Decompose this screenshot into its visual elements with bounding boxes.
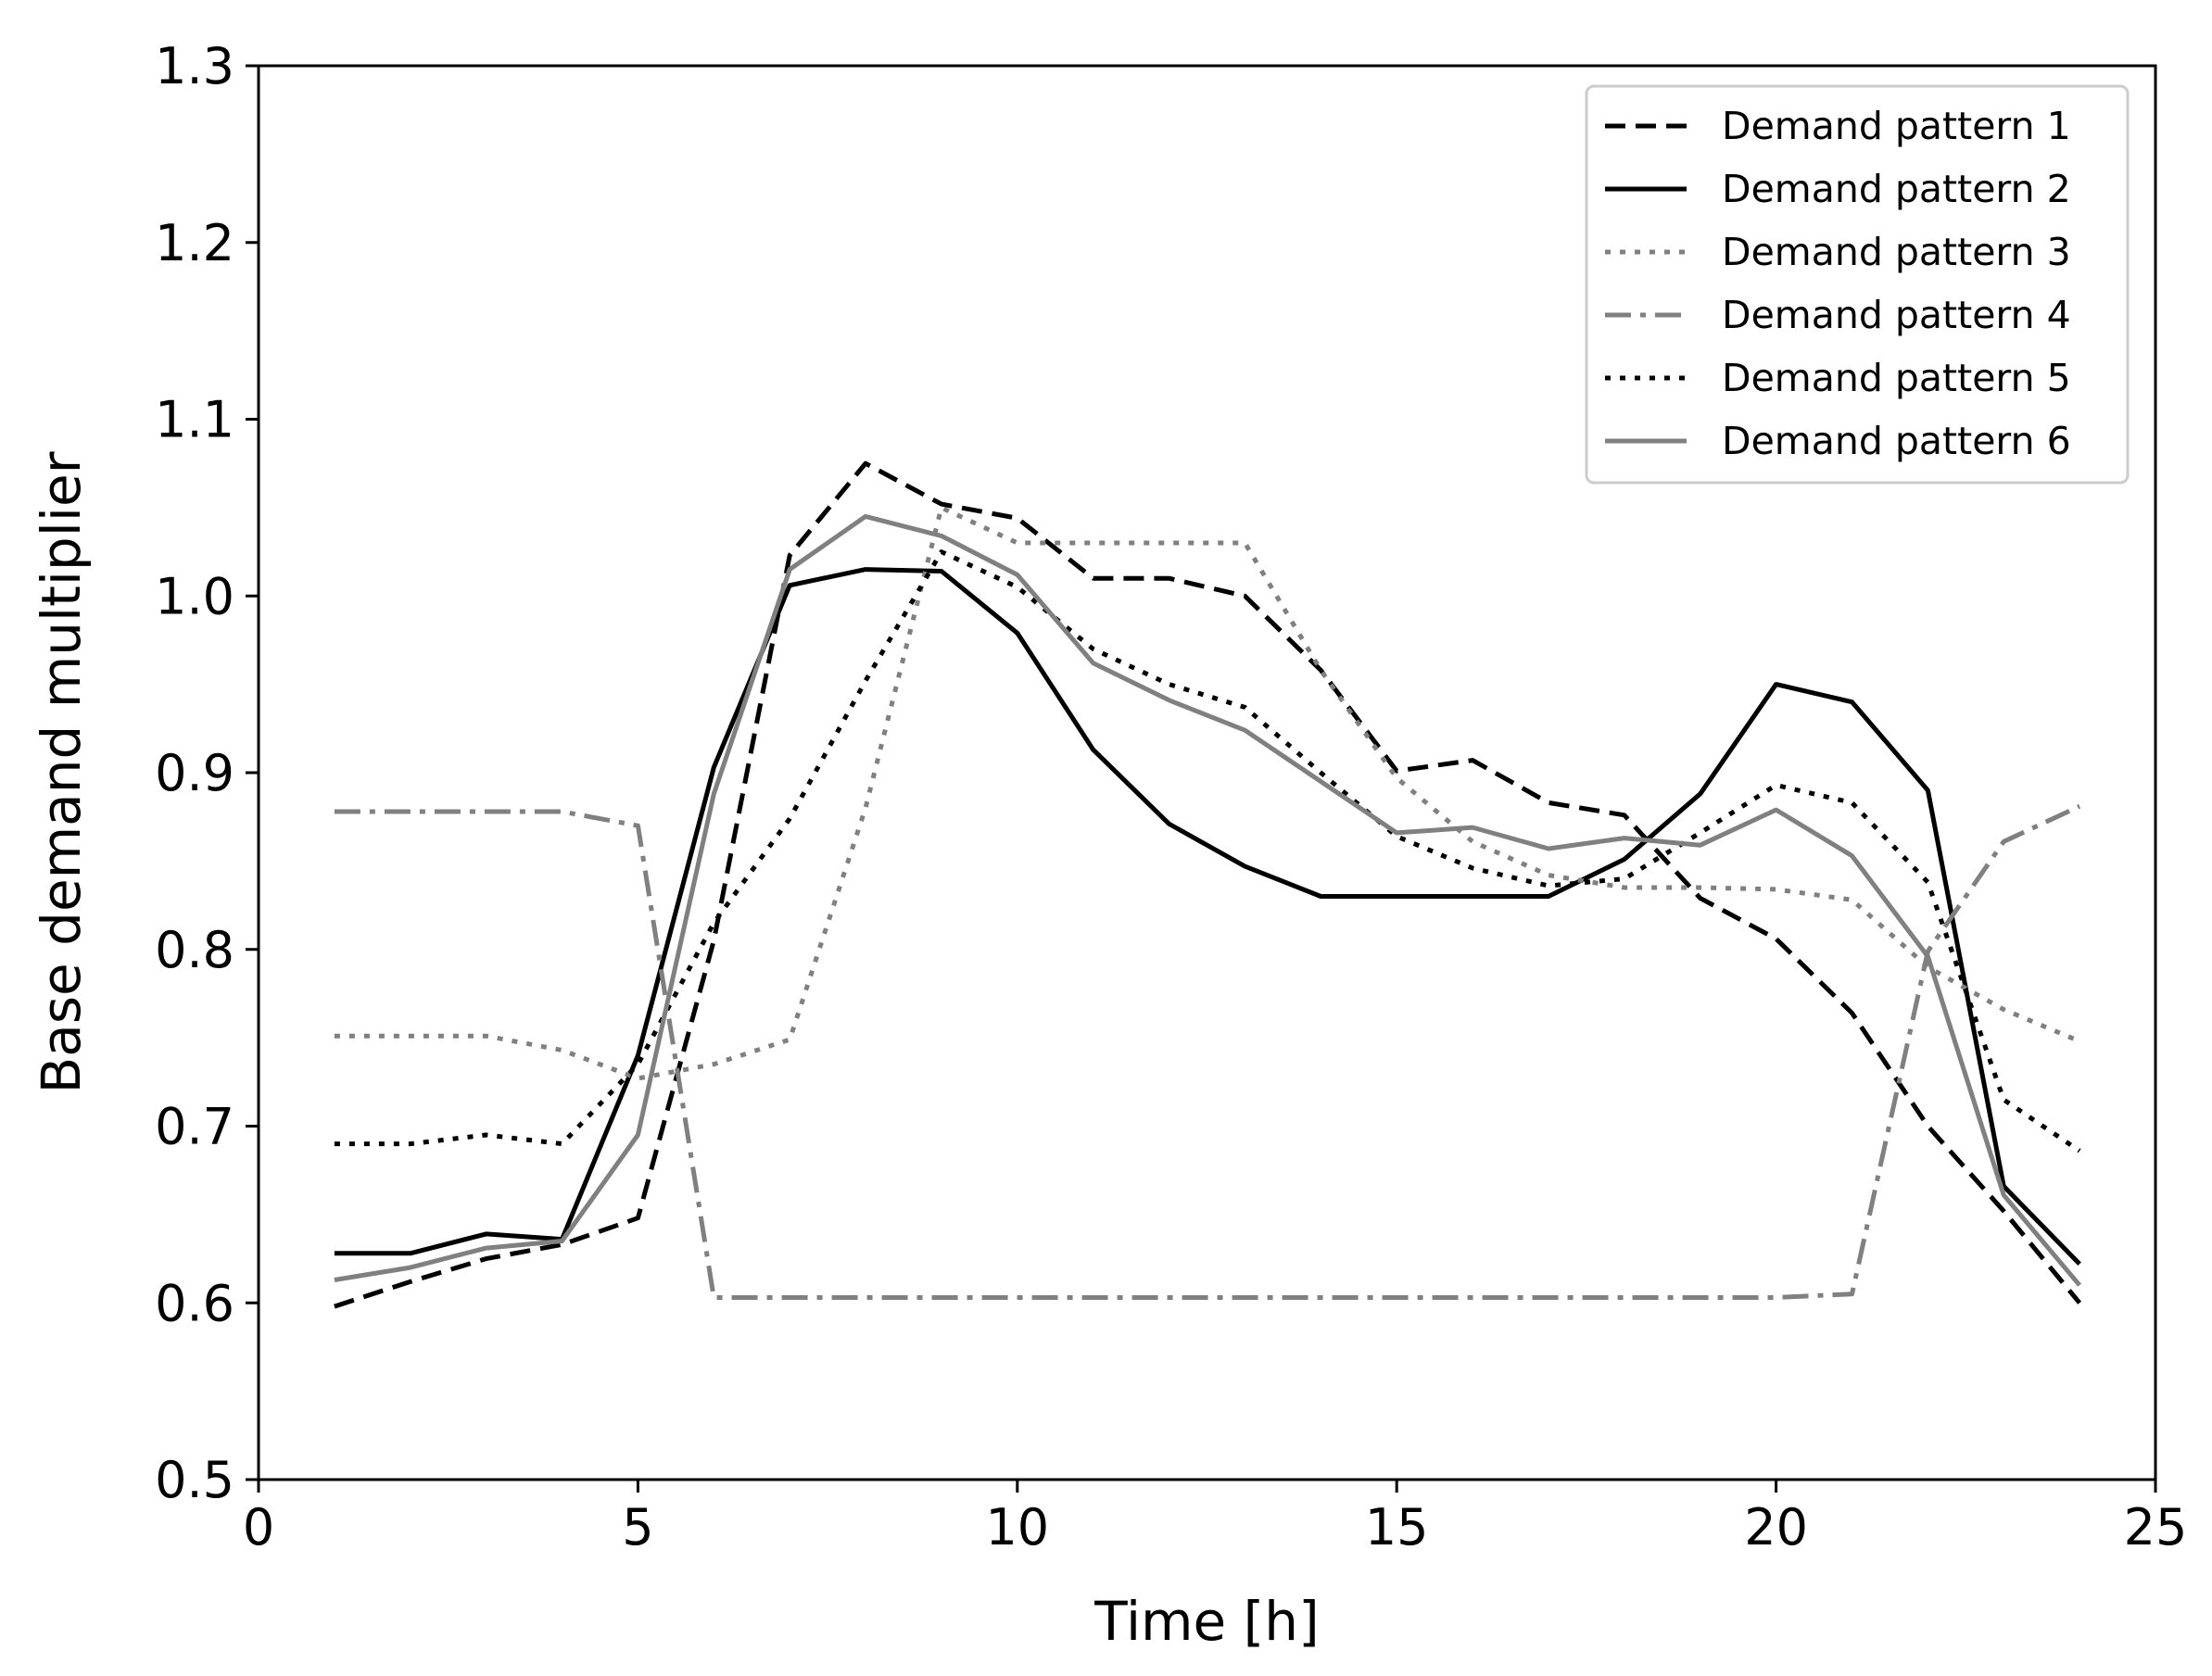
y-axis-label: Base demand multiplier xyxy=(30,451,93,1093)
y-tick-label: 0.5 xyxy=(155,1451,234,1509)
x-tick-label: 0 xyxy=(243,1498,274,1556)
legend-box xyxy=(1585,84,2130,485)
x-axis-label: Time [h] xyxy=(1093,1590,1319,1653)
y-tick-label: 0.7 xyxy=(155,1098,234,1156)
y-axis-ticks: 0.5 0.6 0.7 0.8 0.9 1.0 1.1 1.2 1.3 xyxy=(155,37,259,1509)
y-tick-label: 1.1 xyxy=(155,391,234,449)
y-tick-label: 1.2 xyxy=(155,214,234,272)
series-layer xyxy=(334,460,2082,1309)
series-line-demand-pattern-3 xyxy=(334,505,2081,1081)
y-tick-label: 1.0 xyxy=(155,567,234,625)
x-tick-label: 20 xyxy=(1744,1498,1808,1556)
legend-label: Demand pattern 1 xyxy=(1722,104,2071,148)
legend-label: Demand pattern 3 xyxy=(1722,230,2071,274)
legend-label: Demand pattern 5 xyxy=(1722,356,2071,400)
legend-label: Demand pattern 2 xyxy=(1722,167,2071,211)
x-tick-label: 5 xyxy=(622,1498,653,1556)
series-line-demand-pattern-2 xyxy=(334,567,2081,1266)
x-axis-ticks: 0 5 10 15 20 25 xyxy=(243,1480,2188,1556)
series-line-demand-pattern-5 xyxy=(334,549,2081,1153)
x-tick-label: 10 xyxy=(985,1498,1049,1556)
x-tick-label: 25 xyxy=(2124,1498,2188,1556)
y-tick-label: 0.9 xyxy=(155,744,234,802)
series-line-demand-pattern-4 xyxy=(334,803,2081,1300)
legend: Demand pattern 1 Demand pattern 2 Demand p… xyxy=(1585,84,2130,485)
series-line-demand-pattern-1 xyxy=(334,460,2082,1309)
y-tick-label: 0.8 xyxy=(155,921,234,979)
y-tick-label: 1.3 xyxy=(155,37,234,95)
y-tick-label: 0.6 xyxy=(155,1274,234,1332)
series-line-demand-pattern-6 xyxy=(334,513,2082,1287)
legend-label: Demand pattern 6 xyxy=(1722,419,2071,463)
legend-label: Demand pattern 4 xyxy=(1722,293,2071,337)
x-tick-label: 15 xyxy=(1365,1498,1429,1556)
